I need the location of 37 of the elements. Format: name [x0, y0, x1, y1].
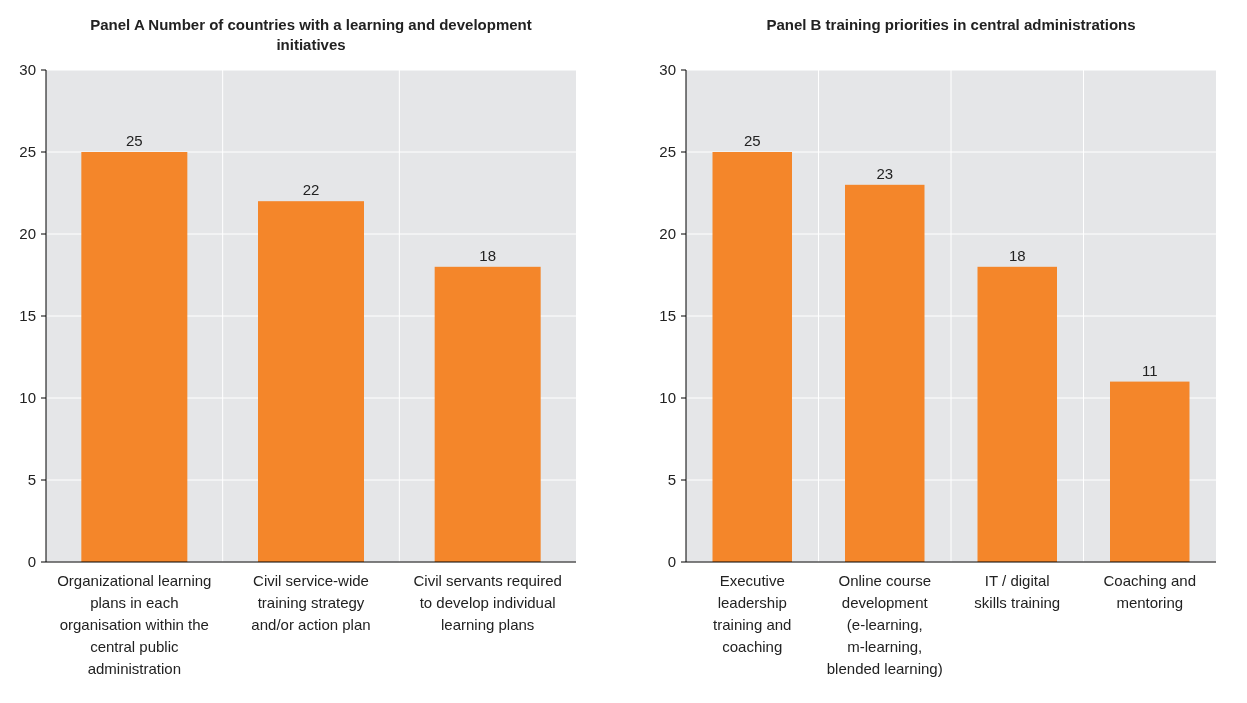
data-label: 23 — [876, 164, 894, 182]
chart-title: Panel B training priorities in central administrations — [766, 16, 1136, 33]
y-tick-label: 30 — [19, 61, 36, 79]
x-tick-label: Executive leadership training and coaching — [713, 572, 792, 655]
y-tick-label: 5 — [27, 471, 36, 489]
x-tick-label: Coaching and mentoring — [1103, 572, 1197, 611]
y-tick-label: 10 — [659, 389, 676, 407]
data-label: 25 — [125, 132, 143, 149]
y-tick-label: 25 — [659, 143, 676, 161]
bar — [81, 152, 188, 562]
y-tick-label: 20 — [19, 225, 36, 243]
y-tick-label: 5 — [667, 471, 676, 489]
bar — [977, 266, 1057, 562]
y-tick-label: 0 — [27, 553, 36, 571]
y-tick-label: 25 — [19, 143, 36, 161]
y-tick-label: 0 — [667, 553, 676, 571]
x-tick-label: Organizational learning plans in each organisation within the central public administration — [57, 572, 212, 677]
bar — [258, 201, 364, 562]
y-tick-label: 10 — [19, 389, 36, 407]
x-tick-label: Online course development (e-learning, m-learning, blended learning) — [826, 572, 943, 677]
y-tick-label: 20 — [659, 225, 676, 243]
data-label: 25 — [743, 132, 761, 149]
data-label: 18 — [479, 246, 497, 264]
bar — [845, 184, 925, 562]
data-label: 11 — [1141, 361, 1158, 379]
chart-title: Panel A Number of countries with a learning and development initiatives — [90, 16, 532, 53]
x-tick-label: IT / digital skills training — [974, 572, 1061, 611]
y-tick-label: 30 — [659, 61, 676, 79]
bar — [1110, 381, 1190, 562]
x-tick-label: Civil service-wide training strategy and/or action plan — [251, 572, 371, 633]
bar — [434, 266, 541, 562]
x-tick-label: Civil servants required to develop individual learning plans — [413, 572, 562, 633]
data-label: 18 — [1008, 246, 1026, 264]
bar — [712, 152, 792, 562]
y-tick-label: 15 — [659, 307, 676, 325]
y-tick-label: 15 — [19, 307, 36, 325]
data-label: 22 — [302, 181, 320, 199]
